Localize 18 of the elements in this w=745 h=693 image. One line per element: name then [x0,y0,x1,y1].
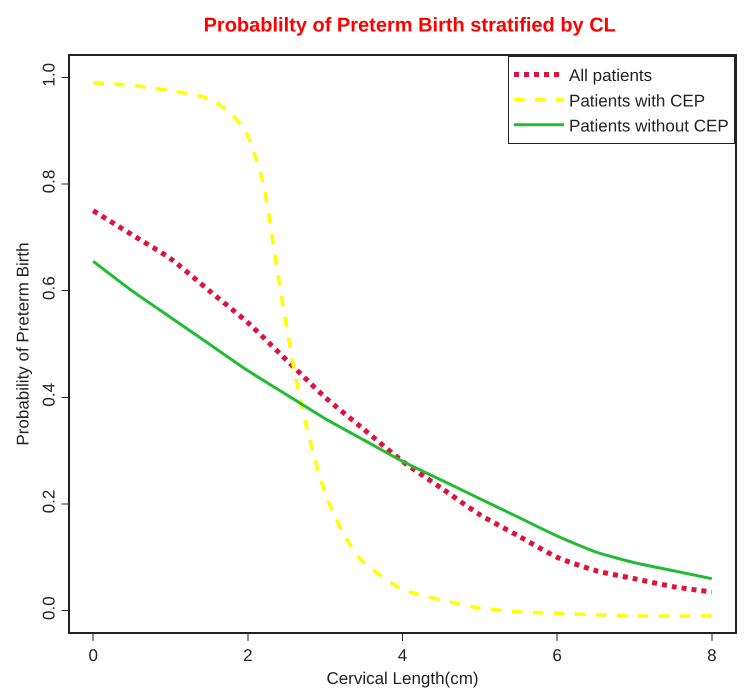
y-tick-label: 0.6 [39,276,58,300]
legend-label: Patients with CEP [569,91,706,110]
x-tick-label: 2 [243,646,253,666]
chart-title: Probablilty of Preterm Birth stratified by CL [204,14,616,36]
x-axis-title: Cervical Length(cm) [326,669,479,688]
y-tick-label: 0.0 [39,596,58,620]
line-series [92,260,714,580]
x-tick-label: 6 [552,646,562,666]
y-tick-label: 0.8 [39,170,58,194]
y-tick-label: 1.0 [39,62,58,87]
x-tick-label: 4 [398,646,408,666]
y-tick-label: 0.4 [39,382,58,407]
legend-label: Patients without CEP [569,116,729,136]
y-axis-title: Probability of Preterm Birth [14,242,32,446]
legend-label: All patients [569,66,652,86]
x-tick-label: 8 [707,646,717,666]
x-tick-label: 0 [88,646,98,666]
y-tick-label: 0.2 [39,490,58,514]
